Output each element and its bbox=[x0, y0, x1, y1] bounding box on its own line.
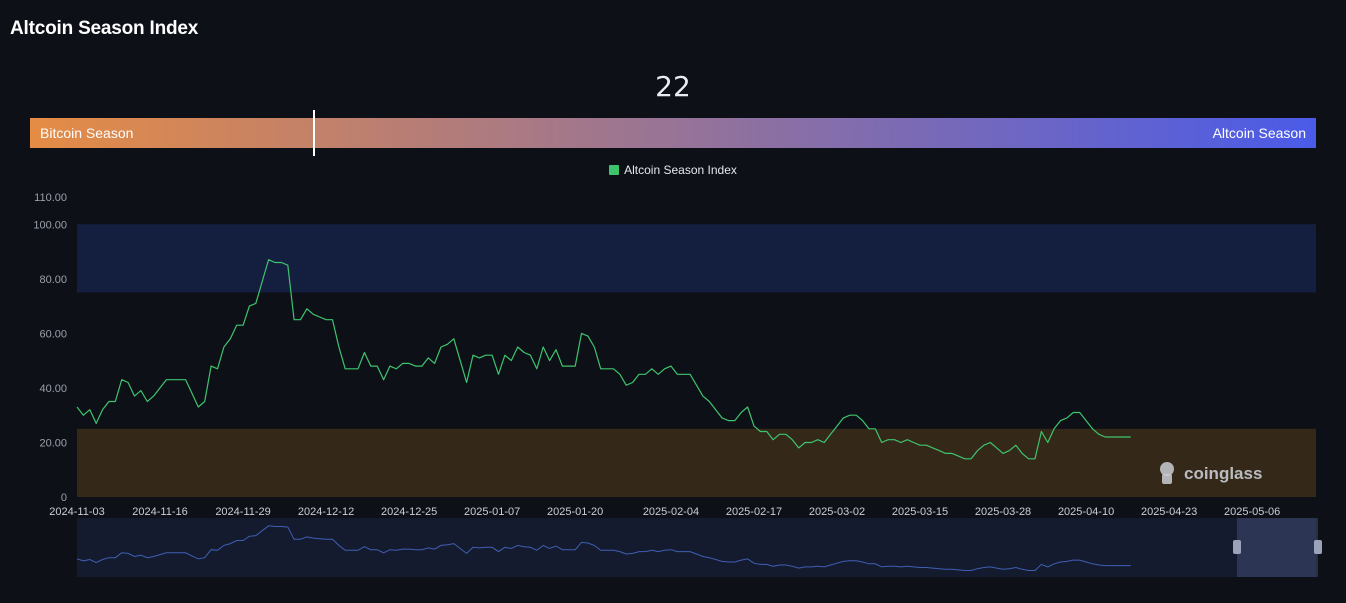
x-tick-label: 2025-05-06 bbox=[1224, 506, 1280, 518]
legend-swatch bbox=[609, 165, 620, 175]
chart-legend[interactable]: Altcoin Season Index bbox=[0, 163, 1346, 177]
coinglass-logo-icon bbox=[1160, 462, 1174, 476]
navigator-series-line bbox=[76, 525, 1131, 571]
y-tick-label: 40.00 bbox=[39, 383, 67, 395]
y-tick-label: 100.00 bbox=[33, 219, 67, 231]
x-tick-label: 2024-11-29 bbox=[215, 506, 270, 518]
x-tick-label: 2025-01-07 bbox=[464, 506, 520, 518]
y-tick-label: 20.00 bbox=[39, 437, 67, 449]
y-tick-label: 110.00 bbox=[34, 192, 67, 204]
navigator-background[interactable] bbox=[77, 518, 1316, 577]
y-tick-label: 80.00 bbox=[39, 274, 67, 286]
bitcoin-season-label: Bitcoin Season bbox=[40, 125, 134, 141]
y-tick-label: 0 bbox=[61, 492, 67, 504]
navigator-handle-right[interactable] bbox=[1314, 540, 1322, 554]
gauge-value: 22 bbox=[655, 70, 691, 103]
x-tick-label: 2025-01-20 bbox=[547, 506, 603, 518]
page-title: Altcoin Season Index bbox=[10, 18, 199, 39]
navigator-handle-left[interactable] bbox=[1233, 540, 1241, 554]
x-tick-label: 2024-12-25 bbox=[381, 506, 437, 518]
altcoin-zone-band bbox=[77, 224, 1316, 293]
x-tick-label: 2025-03-15 bbox=[892, 506, 948, 518]
x-tick-label: 2025-02-17 bbox=[726, 506, 782, 518]
gauge-marker bbox=[312, 110, 315, 156]
x-tick-label: 2024-11-16 bbox=[132, 506, 187, 518]
x-tick-label: 2025-04-23 bbox=[1141, 506, 1197, 518]
x-tick-label: 2025-04-10 bbox=[1058, 506, 1114, 518]
x-tick-label: 2025-03-28 bbox=[975, 506, 1031, 518]
x-tick-label: 2025-02-04 bbox=[643, 506, 699, 518]
altcoin-season-label: Altcoin Season bbox=[1212, 125, 1306, 141]
watermark: coinglass bbox=[1184, 464, 1262, 483]
navigator-selection[interactable] bbox=[1237, 518, 1318, 577]
x-tick-label: 2024-12-12 bbox=[298, 506, 354, 518]
coinglass-logo-body bbox=[1162, 474, 1172, 484]
x-tick-label: 2025-03-02 bbox=[809, 506, 865, 518]
y-tick-label: 60.00 bbox=[39, 328, 67, 340]
legend-label: Altcoin Season Index bbox=[624, 163, 737, 177]
x-tick-label: 2024-11-03 bbox=[49, 506, 104, 518]
bitcoin-zone-band bbox=[77, 428, 1316, 497]
season-gauge-bar: Bitcoin Season Altcoin Season bbox=[30, 110, 1316, 156]
series-line-altcoin-season-index[interactable] bbox=[76, 259, 1131, 460]
